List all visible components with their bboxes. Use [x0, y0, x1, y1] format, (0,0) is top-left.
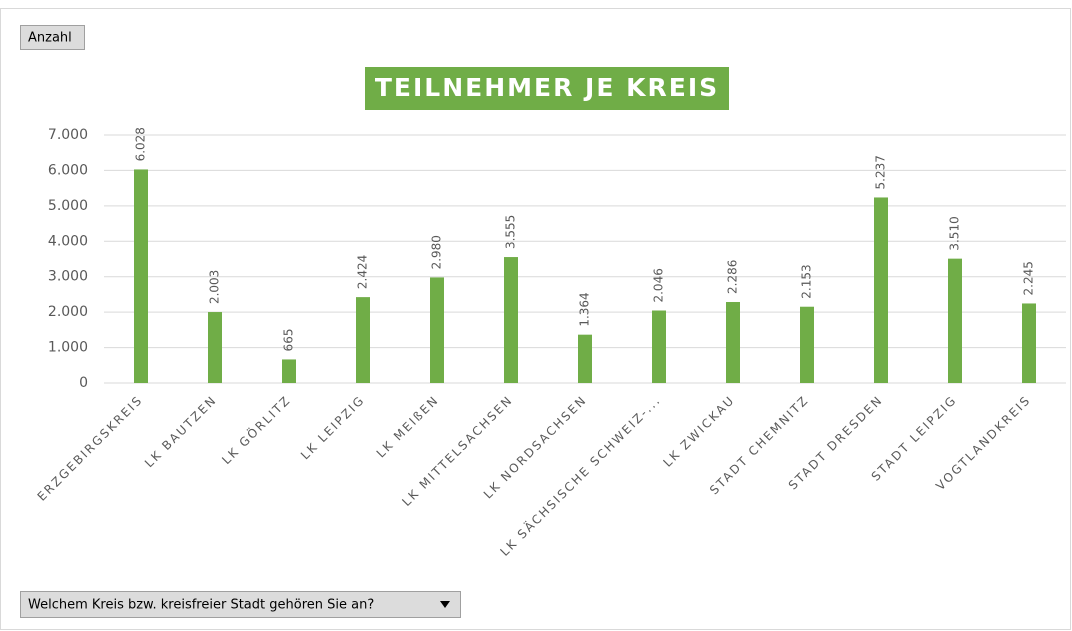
y-tick-label: 7.000	[48, 127, 88, 143]
axis-field-button-label: Welchem Kreis bzw. kreisfreier Stadt geh…	[28, 598, 374, 613]
y-tick-label: 4.000	[48, 233, 88, 249]
value-field-button[interactable]	[20, 25, 85, 50]
bar	[504, 257, 518, 383]
value-field-button-label: Anzahl	[28, 31, 72, 46]
y-tick-label: 6.000	[48, 162, 88, 178]
value-label: 2.245	[1022, 261, 1036, 295]
bar	[726, 302, 740, 383]
y-tick-label: 2.000	[48, 304, 88, 320]
chart-title: TEILNEHMER JE KREIS	[375, 73, 719, 102]
bar	[874, 197, 888, 383]
bar	[652, 310, 666, 383]
y-tick-label: 0	[79, 375, 88, 391]
value-label: 665	[282, 329, 296, 352]
axis-field-button[interactable]	[20, 591, 461, 618]
dropdown-arrow	[440, 601, 450, 608]
bar	[282, 359, 296, 383]
bar	[800, 306, 814, 383]
value-label: 3.555	[504, 215, 518, 249]
bar	[356, 297, 370, 383]
value-label: 2.424	[356, 255, 370, 289]
bar	[208, 312, 222, 383]
title-box	[365, 67, 729, 110]
value-label: 5.237	[874, 155, 888, 189]
y-tick-label: 3.000	[48, 269, 88, 285]
bar	[134, 169, 148, 383]
value-label: 2.153	[800, 264, 814, 298]
value-label: 3.510	[948, 216, 962, 250]
y-tick-label: 5.000	[48, 198, 88, 214]
value-label: 2.003	[208, 270, 222, 304]
value-label: 1.364	[578, 292, 592, 326]
value-label: 2.286	[726, 260, 740, 294]
y-tick-label: 1.000	[48, 340, 88, 356]
bar	[578, 334, 592, 383]
bar	[430, 277, 444, 383]
value-label: 6.028	[134, 127, 148, 161]
value-label: 2.046	[652, 268, 666, 302]
bar	[948, 258, 962, 383]
bar	[1022, 303, 1036, 383]
value-label: 2.980	[430, 235, 444, 269]
chart-border	[0, 8, 1071, 630]
